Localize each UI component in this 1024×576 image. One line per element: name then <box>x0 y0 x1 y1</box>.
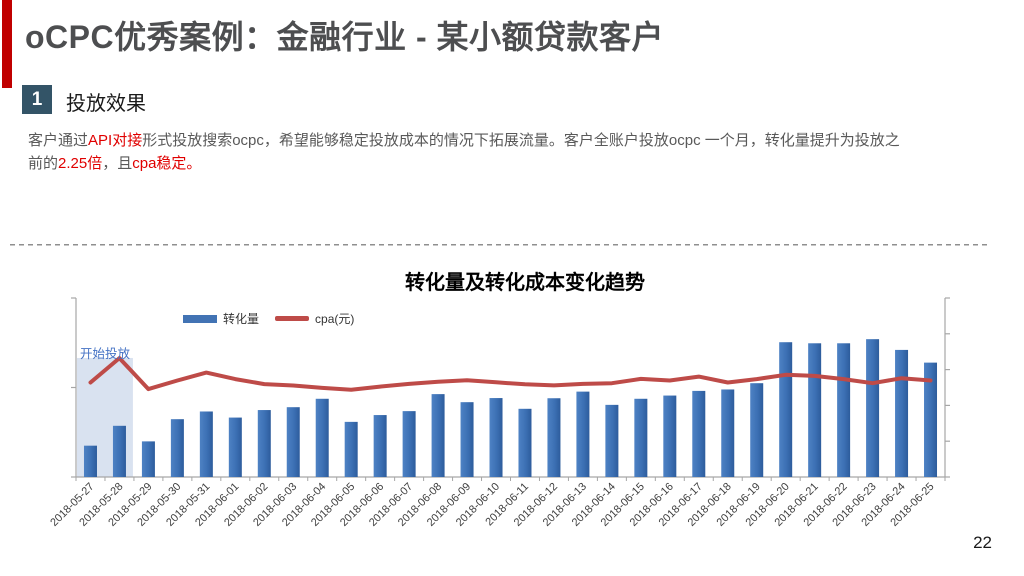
section-number-badge: 1 <box>22 85 52 114</box>
bar-2018-06-18 <box>721 389 735 477</box>
legend-line-swatch <box>275 316 310 321</box>
bar-2018-06-05 <box>344 421 358 477</box>
highlight-text: 2.25倍 <box>58 154 103 172</box>
bar-2018-05-30 <box>170 419 184 477</box>
bar-2018-06-12 <box>547 398 561 477</box>
legend-bar-label: 转化量 <box>223 312 260 326</box>
bar-2018-06-10 <box>489 398 503 477</box>
bar-2018-06-16 <box>663 395 677 477</box>
bar-2018-05-28 <box>112 425 126 477</box>
bar-2018-06-25 <box>924 362 938 477</box>
bar-2018-05-31 <box>199 411 213 477</box>
highlight-text: API对接 <box>88 132 143 149</box>
bar-2018-06-06 <box>373 415 387 477</box>
bar-2018-06-22 <box>837 343 851 477</box>
bar-2018-06-24 <box>895 349 909 477</box>
bar-2018-06-14 <box>605 404 619 477</box>
conversion-cpa-combo-chart: 2018-05-272018-05-282018-05-292018-05-30… <box>48 297 950 529</box>
bar-2018-06-13 <box>576 391 590 477</box>
bar-2018-06-17 <box>692 390 706 477</box>
body-text-segment: 客户通过 <box>28 132 89 149</box>
section-title: 投放效果 <box>66 93 146 115</box>
body-text-segment: ，且 <box>102 154 133 172</box>
body-paragraph: 客户通过API对接形式投放搜索ocpc，希望能够稳定投放成本的情况下拓展流量。客… <box>28 130 908 175</box>
bar-2018-06-04 <box>315 398 329 477</box>
bar-2018-06-07 <box>402 411 416 477</box>
chart-legend: 转化量 cpa(元) <box>183 310 354 327</box>
cpa-line <box>88 356 933 392</box>
body-text-segment: 形式投放搜索ocpc，希望能够稳定投放成本的情况下拓展流量。客户全账户投放ocp… <box>28 132 900 172</box>
legend-bar-swatch <box>183 314 217 323</box>
bar-2018-06-20 <box>779 342 793 477</box>
legend-line-label: cpa(元) <box>315 312 355 326</box>
bar-2018-06-01 <box>228 417 242 477</box>
chart-title: 转化量及转化成本变化趋势 <box>405 272 645 294</box>
bar-2018-06-03 <box>286 407 300 477</box>
bar-2018-06-15 <box>634 398 648 477</box>
page-number: 22 <box>973 533 992 552</box>
bar-2018-06-23 <box>866 339 880 477</box>
bar-2018-06-19 <box>750 383 764 477</box>
page-title: oCPC优秀案例：金融行业 - 某小额贷款客户 <box>25 19 665 55</box>
bar-2018-05-27 <box>83 445 97 477</box>
bar-2018-06-09 <box>460 402 474 477</box>
campaign-start-annotation: 开始投放 <box>80 347 131 361</box>
bar-2018-06-08 <box>431 394 445 477</box>
bar-2018-06-11 <box>518 408 532 477</box>
title-accent-bar <box>2 0 12 88</box>
bar-2018-06-21 <box>808 343 822 477</box>
bar-2018-06-02 <box>257 410 271 477</box>
bar-2018-05-29 <box>141 441 155 477</box>
dashed-divider <box>10 244 990 246</box>
highlight-text: cpa稳定。 <box>132 154 202 172</box>
